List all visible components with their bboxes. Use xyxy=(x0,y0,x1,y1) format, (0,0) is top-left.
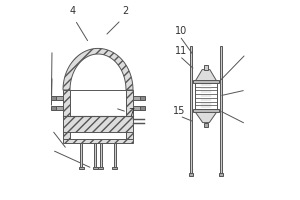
Text: 11: 11 xyxy=(175,46,187,56)
Text: 7: 7 xyxy=(128,108,134,118)
Bar xyxy=(114,143,116,167)
Polygon shape xyxy=(70,90,126,139)
Bar xyxy=(100,143,102,167)
Bar xyxy=(195,83,217,109)
Polygon shape xyxy=(63,48,133,90)
Bar xyxy=(56,106,63,110)
Polygon shape xyxy=(195,112,217,123)
Polygon shape xyxy=(63,139,133,143)
Bar xyxy=(189,173,194,176)
Bar xyxy=(219,173,224,176)
Bar xyxy=(204,123,208,127)
Bar xyxy=(93,167,98,169)
Polygon shape xyxy=(195,70,217,82)
Bar xyxy=(56,96,63,100)
Polygon shape xyxy=(126,90,133,139)
Polygon shape xyxy=(63,90,70,139)
Polygon shape xyxy=(63,116,133,132)
Bar xyxy=(112,167,117,169)
Text: 2: 2 xyxy=(122,6,128,16)
Bar xyxy=(51,96,56,100)
Text: 10: 10 xyxy=(175,26,187,36)
Bar xyxy=(140,106,145,110)
Bar xyxy=(193,80,219,83)
Bar xyxy=(80,143,83,167)
Bar xyxy=(190,46,192,176)
Bar xyxy=(51,106,56,110)
Bar xyxy=(98,167,103,169)
Bar xyxy=(193,109,219,112)
Bar xyxy=(204,65,208,70)
Bar xyxy=(133,96,140,100)
Bar xyxy=(94,143,96,167)
Bar xyxy=(140,96,145,100)
Text: 15: 15 xyxy=(173,106,186,116)
Bar xyxy=(133,106,140,110)
Text: 4: 4 xyxy=(70,6,76,16)
Bar xyxy=(220,46,222,176)
Bar xyxy=(79,167,84,169)
